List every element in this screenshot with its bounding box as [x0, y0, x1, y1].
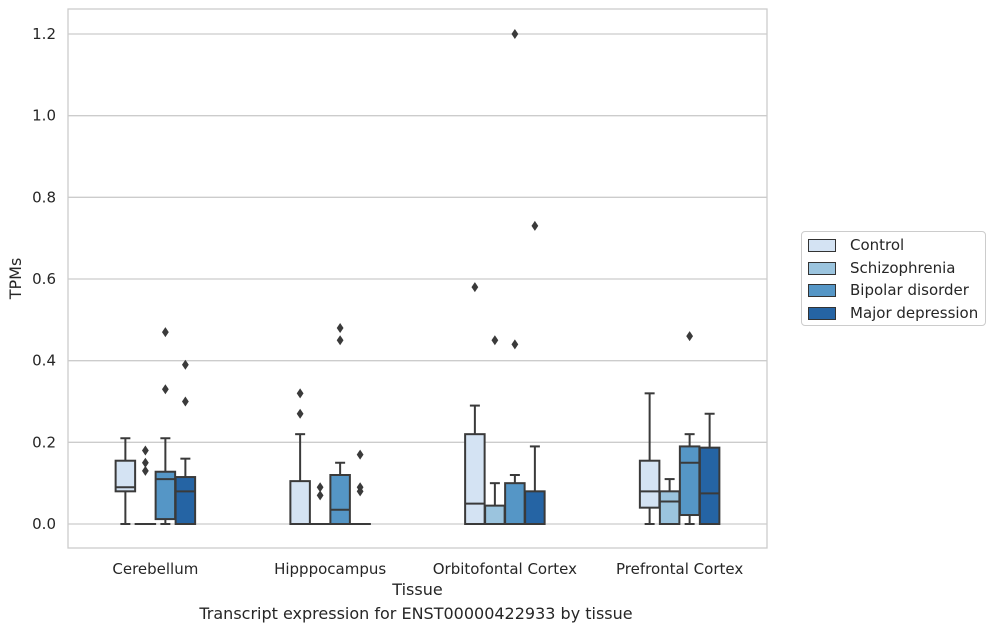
box-body [658, 490, 681, 526]
x-tick-label: Orbitofontal Cortex [433, 560, 577, 578]
outlier-point [511, 339, 519, 350]
outlier-point [356, 449, 364, 460]
plot-frame [67, 8, 768, 549]
legend-item-control: Control [808, 236, 904, 254]
box-body [698, 446, 721, 525]
box-bipolar-disorder [154, 327, 177, 525]
outlier-point [316, 482, 324, 493]
box-body [484, 504, 506, 525]
box-body [504, 482, 526, 525]
chart-caption: Transcript expression for ENST0000042293… [199, 604, 633, 623]
outlier-point [161, 384, 169, 395]
outlier-point [336, 335, 344, 346]
legend-item-major-depression: Major depression [808, 304, 978, 322]
outlier-point [296, 388, 304, 399]
outlier-point [161, 327, 169, 338]
outlier-point [181, 396, 189, 407]
box-major-depression [524, 220, 546, 526]
box-schizophrenia [309, 482, 331, 526]
legend-swatch [808, 283, 836, 297]
y-tick-label: 0.6 [32, 270, 56, 288]
box-schizophrenia [134, 445, 157, 526]
y-tick-label: 1.2 [32, 25, 56, 43]
box-control [464, 282, 486, 525]
box-major-depression [698, 412, 721, 525]
outlier-point [316, 490, 324, 501]
y-tick-label: 0.2 [32, 433, 56, 451]
box-body [678, 445, 701, 517]
y-tick-label: 1.0 [32, 107, 56, 125]
outlier-point [686, 331, 694, 342]
outlier-point [141, 465, 149, 476]
box-bipolar-disorder [678, 331, 701, 525]
outlier-point [491, 335, 499, 346]
box-bipolar-disorder [329, 323, 351, 525]
x-axis-title: Tissue [391, 580, 442, 599]
box-body [329, 474, 351, 525]
y-tick-label: 0.8 [32, 188, 56, 206]
legend-swatch [808, 238, 836, 252]
box-control [289, 388, 311, 525]
legend-swatch [808, 306, 836, 320]
outlier-point [141, 445, 149, 456]
x-tick-label: Hipppocampus [274, 560, 386, 578]
y-axis-title: TPMs [6, 258, 25, 301]
outlier-point [356, 482, 364, 493]
legend-label: Control [850, 236, 905, 254]
box-body [464, 433, 486, 525]
outlier-point [296, 408, 304, 419]
box-major-depression [174, 359, 197, 525]
box-major-depression [349, 449, 371, 526]
legend: Control Schizophrenia Bipolar disorder M… [801, 231, 986, 326]
legend-label: Bipolar disorder [850, 281, 969, 299]
box-body [638, 459, 661, 509]
legend-item-bipolar-disorder: Bipolar disorder [808, 281, 969, 299]
legend-item-schizophrenia: Schizophrenia [808, 259, 955, 277]
legend-label: Schizophrenia [850, 259, 956, 277]
gridlines [68, 33, 767, 525]
y-tick-label: 0.0 [32, 515, 56, 533]
box-plot-marks [114, 29, 721, 526]
outlier-point [511, 29, 519, 39]
outlier-point [336, 323, 344, 333]
x-tick-label: Prefrontal Cortex [616, 560, 743, 578]
outlier-point [181, 359, 189, 370]
box-control [638, 392, 661, 525]
box-body [114, 459, 137, 493]
box-body [174, 476, 197, 525]
outlier-point [141, 457, 149, 468]
x-tick-label: Cerebellum [112, 560, 198, 578]
legend-swatch [808, 261, 836, 275]
y-tick-label: 0.4 [32, 352, 56, 370]
box-body [524, 490, 546, 526]
outlier-point [471, 282, 479, 293]
box-schizophrenia [658, 478, 681, 526]
box-body [289, 480, 311, 525]
y-tick-labels: 0.0 0.2 0.4 0.6 0.8 1.0 1.2 [32, 25, 56, 533]
box-schizophrenia [484, 335, 506, 525]
box-control [114, 437, 137, 525]
outlier-point [531, 220, 539, 231]
x-tick-labels: Cerebellum Hipppocampus Orbitofontal Corte… [112, 560, 743, 578]
legend-label: Major depression [850, 304, 979, 322]
box-bipolar-disorder [504, 29, 526, 525]
